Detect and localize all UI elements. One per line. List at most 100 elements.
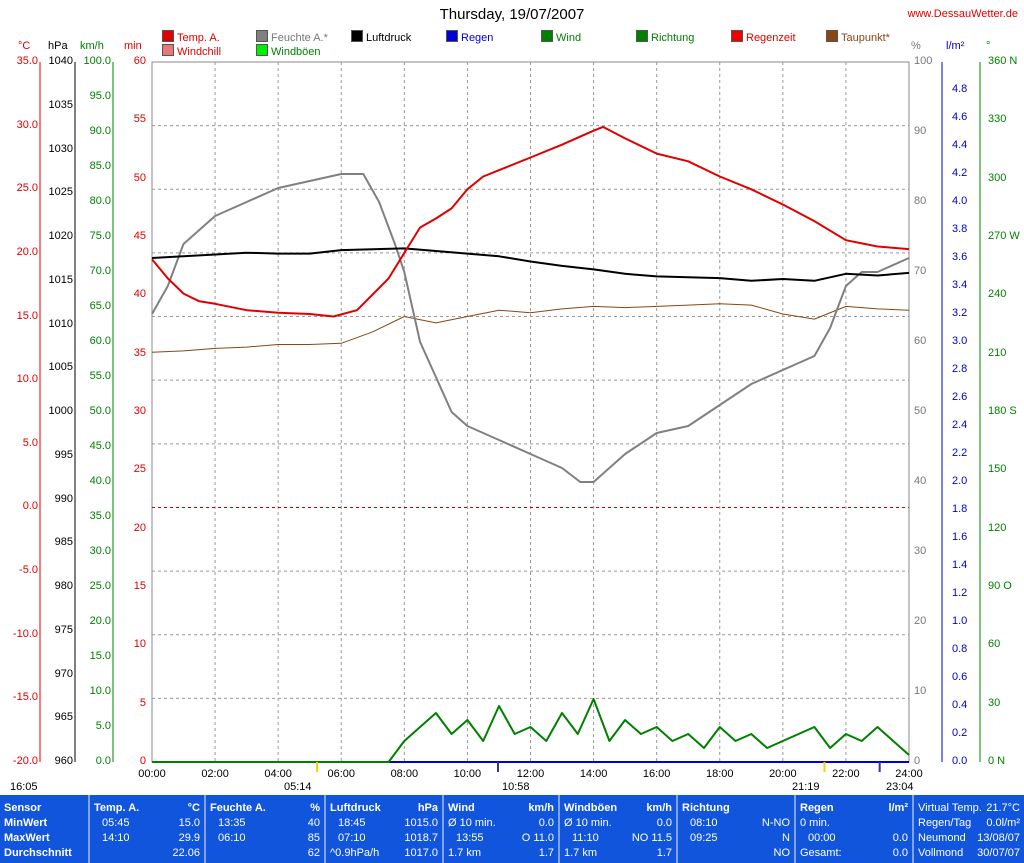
tick-wind: 65.0 [89,300,111,312]
tick-pressure: 1030 [48,142,73,155]
gust-unit: km/h [646,802,672,814]
tick-direction: 180 S [988,405,1017,417]
panel-humidity: Feuchte A.% 13:35 40 06:10 85 62 [206,795,324,863]
tick-min: 30 [133,405,146,417]
dir-r2a: 09:25 [690,832,718,844]
tick-rain: 1.2 [952,587,968,599]
tick-rain: 3.0 [952,335,968,347]
legend-label: Regenzeit [746,32,796,44]
panel-pressure: Luftdruck hPa 18:45 1015.0 07:10 1018.7 ^0.… [326,795,442,863]
legend-item: Windböen [256,44,321,58]
extra-r3a: Vollmond [918,847,964,859]
legend-label: Wind [556,32,582,44]
press-min-val: 1015.0 [404,817,438,829]
legend-swatch [256,44,268,56]
humid-max-time: 06:10 [218,832,246,844]
tick-wind: 10.0 [89,685,111,697]
tick-direction: 0 N [988,755,1006,767]
gust-r2a: 11:10 [572,832,599,844]
extra-r0b: 21.7°C [986,802,1020,814]
press-max-time: 07:10 [338,832,366,844]
humid-max-val: 85 [307,832,320,844]
tick-rain: 0.6 [952,671,968,683]
legend-label: Regen [461,32,494,44]
tick-temp: -20.0 [12,755,38,767]
tick-wind: 55.0 [89,370,111,382]
tick-humidity: 100 [914,55,933,67]
legend-label: Feuchte A.* [271,32,328,44]
extra-r0a: Virtual Temp. [918,802,982,814]
press-min-time: 18:45 [338,817,366,829]
weather-chart [39,61,981,772]
tick-pressure: 975 [54,623,73,636]
legend-label: Luftdruck [366,32,412,44]
extra-r1a: Regen/Tag [918,817,972,829]
gust-r1a: Ø 10 min. [564,817,612,829]
temp-unit: °C [187,802,200,814]
tick-time: 08:00 [390,768,419,780]
unit-pressure: hPa [48,40,68,52]
tick-temp: 0.0 [22,500,38,513]
tick-rain: 4.6 [952,111,968,123]
legend-item: Taupunkt* [826,30,890,44]
tick-min: 25 [133,463,146,476]
tick-humidity: 80 [914,195,927,207]
tick-direction: 60 [988,638,1001,651]
tick-pressure: 960 [54,755,73,767]
tick-time: 18:00 [705,768,734,780]
tick-pressure: 990 [54,492,73,505]
wind-r1a: Ø 10 min. [448,817,496,829]
rain-r1a: 0 min. [800,817,830,829]
site-link[interactable]: www.DessauWetter.de [907,8,1018,20]
press-head: Luftdruck [330,802,381,814]
tick-humidity: 70 [914,265,927,277]
tick-rain: 4.4 [952,139,968,151]
legend-swatch [446,30,458,42]
tick-pressure: 1000 [48,405,73,417]
legend-swatch [636,30,648,42]
legend-item: Richtung [636,30,694,44]
legend-item: Temp. A. [162,30,220,44]
tick-wind: 20.0 [89,615,111,627]
tick-rain: 1.6 [952,531,968,543]
tick-direction: 210 [988,346,1007,359]
rain-r2b: 0.0 [892,832,908,844]
humid-min-val: 40 [307,817,320,829]
tick-rain: 1.4 [952,559,968,571]
tick-min: 60 [133,55,146,67]
tick-temp: 15.0 [16,309,38,322]
tick-min: 40 [133,288,146,301]
legend-swatch [826,30,838,42]
tick-pressure: 1025 [48,186,73,199]
wind-r1b: 0.0 [538,817,554,829]
tick-pressure: 985 [54,536,73,549]
tick-min: 5 [139,696,146,709]
tick-time: 04:00 [264,768,292,780]
series-temp [151,125,910,318]
press-unit: hPa [417,802,438,814]
tick-direction: 360 N [988,55,1018,67]
tick-temp: 20.0 [16,245,38,258]
rain-head: Regen [800,802,834,814]
tick-time: 14:00 [579,768,608,780]
legend-label: Temp. A. [177,32,220,44]
gust-r1b: 0.0 [656,817,672,829]
tick-temp: 5.0 [22,436,38,449]
tick-wind: 85.0 [89,160,111,172]
tick-time: 06:00 [327,768,356,780]
sensor-min: MinWert [4,817,48,829]
tick-rain: 2.0 [952,475,968,487]
tick-temp: 30.0 [16,118,38,131]
dir-head: Richtung [682,802,730,814]
tick-pressure: 970 [54,667,73,680]
tick-rain: 0.4 [952,699,968,711]
tick-rain: 2.6 [952,391,968,403]
humid-unit: % [310,802,320,814]
tick-rain: 4.0 [952,195,968,207]
tick-rain: 1.0 [952,615,968,627]
legend-item: Feuchte A.* [256,30,328,44]
tick-wind: 60.0 [89,335,111,347]
panel-rain: Regen l/m² 0 min. 00:00 0.0 Gesamt: 0.0 [796,795,912,863]
sensor-head: Sensor [4,802,42,814]
temp-max-time: 14:10 [102,832,130,844]
